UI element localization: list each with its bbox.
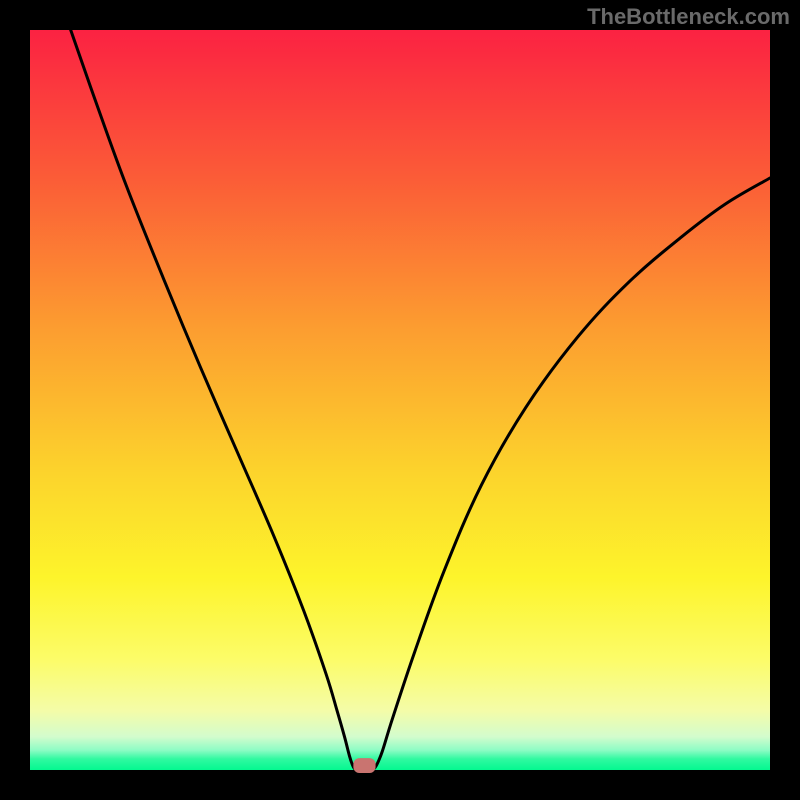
bottleneck-chart (0, 0, 800, 800)
plot-area (30, 30, 770, 770)
chart-container: TheBottleneck.com (0, 0, 800, 800)
optimal-point-marker (353, 758, 375, 773)
